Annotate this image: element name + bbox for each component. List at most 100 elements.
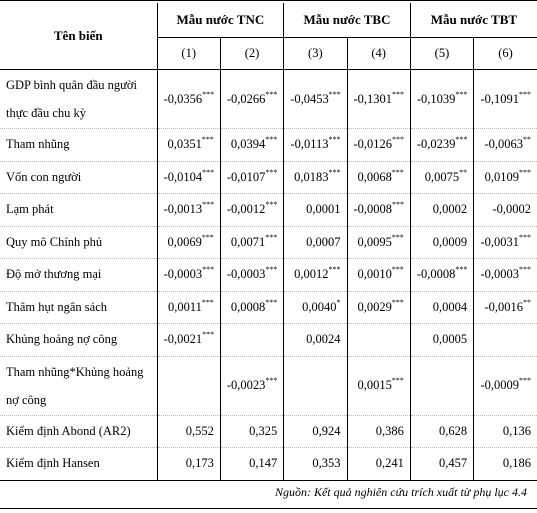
coefficient-cell: 0,173 xyxy=(157,447,221,481)
coefficient-value: 0,0024 xyxy=(306,332,341,347)
coefficient-cell: -0,0009*** xyxy=(473,356,537,416)
coefficient-cell: 0,353 xyxy=(283,447,348,481)
coefficient-value: -0,0003 xyxy=(163,267,203,282)
coefficient-cell: 0,0011*** xyxy=(157,291,221,324)
variable-label: Thâm hụt ngân sách xyxy=(0,291,158,324)
bottom-rule xyxy=(0,508,537,509)
coefficient-cell: -0,0104*** xyxy=(157,161,221,194)
significance-stars: *** xyxy=(265,232,278,242)
table-row: Độ mở thương mại -0,0003*** -0,0003*** 0,00… xyxy=(0,258,537,292)
significance-stars: *** xyxy=(455,135,468,145)
table-row: Lạm phát -0,0013*** -0,0012*** 0,0001 -0,000… xyxy=(0,193,537,227)
coefficient-cell: 0,0007 xyxy=(283,226,348,259)
group-header-tbt: Mẫu nước TBT xyxy=(430,12,518,27)
coefficient-cell: 0,0024 xyxy=(283,323,348,357)
significance-stars: *** xyxy=(265,200,278,210)
significance-stars: *** xyxy=(455,89,468,99)
coefficient-value: -0,0023 xyxy=(226,378,266,392)
significance-stars: *** xyxy=(455,265,468,275)
significance-stars: *** xyxy=(328,167,341,177)
coefficient-cell: 0,0109*** xyxy=(473,161,537,194)
coefficient-cell: -0,0031*** xyxy=(473,226,537,259)
coefficient-value: -0,0008 xyxy=(353,202,393,217)
coefficient-cell: 0,0012*** xyxy=(283,258,348,292)
coefficient-cell: 0,924 xyxy=(283,415,348,448)
coefficient-value: 0,457 xyxy=(439,456,468,471)
significance-stars: ** xyxy=(459,167,468,177)
coefficient-cell: 0,0183*** xyxy=(283,161,348,194)
variable-label: Kiểm định Abond (AR2) xyxy=(0,415,158,448)
coefficient-cell: 0,0075** xyxy=(410,161,475,194)
coefficient-value: -0,0104 xyxy=(163,169,203,184)
significance-stars: *** xyxy=(328,135,341,145)
significance-stars: *** xyxy=(519,265,531,275)
variable-label: Kiểm định Hansen xyxy=(0,447,158,481)
significance-stars: *** xyxy=(391,232,404,242)
top-rule xyxy=(0,0,537,1)
coefficient-cell: 0,0002 xyxy=(410,193,475,227)
significance-stars: *** xyxy=(391,265,404,275)
coefficient-cell: -0,0239*** xyxy=(410,128,475,162)
coefficient-cell: 0,457 xyxy=(410,447,475,481)
coefficient-cell: -0,0016** xyxy=(473,291,537,324)
table-row: Vốn con người -0,0104*** -0,0107*** 0,0183*… xyxy=(0,161,537,194)
table-row: Quy mô Chính phủ 0,0069*** 0,0071*** 0,0007… xyxy=(0,226,537,259)
significance-stars: *** xyxy=(328,265,341,275)
coefficient-cell: 0,552 xyxy=(157,415,221,448)
significance-stars: * xyxy=(336,297,341,307)
variable-label: Tham nhũng*Khủng hoảng nợ công xyxy=(0,356,158,416)
coefficient-value: -0,0239 xyxy=(416,137,456,152)
coefficient-cell: -0,0002 xyxy=(473,193,537,227)
group-header-tbc: Mẫu nước TBC xyxy=(283,3,411,38)
coefficient-cell: 0,0071*** xyxy=(220,226,285,259)
coefficient-value: 0,173 xyxy=(185,456,214,471)
coefficient-cell: 0,0010*** xyxy=(347,258,411,292)
coefficient-cell xyxy=(220,323,285,357)
table-row: Tham nhũng 0,0351*** 0,0394*** -0,0113*** -0… xyxy=(0,128,537,162)
table-body: GDP bình quân đầu người thực đầu chu kỳ -… xyxy=(0,69,537,481)
significance-stars: ** xyxy=(523,135,531,145)
coefficient-cell: 0,0008*** xyxy=(220,291,285,324)
coefficient-cell: -0,0453*** xyxy=(283,69,348,129)
coefficient-value: -0,0113 xyxy=(290,137,329,152)
coefficient-cell: -0,0113*** xyxy=(283,128,348,162)
significance-stars: *** xyxy=(392,200,405,210)
significance-stars: *** xyxy=(202,167,215,177)
coefficient-value: 0,0004 xyxy=(432,299,468,314)
coefficient-value: -0,0009 xyxy=(480,378,519,392)
coefficient-cell: 0,0068*** xyxy=(347,161,411,194)
coefficient-cell: -0,0063** xyxy=(473,128,537,162)
coefficient-value: 0,0069 xyxy=(167,234,202,249)
coefficient-cell: 0,136 xyxy=(473,415,537,448)
significance-stars: *** xyxy=(201,232,214,242)
coefficient-value: -0,0012 xyxy=(226,202,266,217)
coefficient-value: 0,0010 xyxy=(357,267,392,282)
table-row: Thâm hụt ngân sách 0,0011*** 0,0008*** 0,00… xyxy=(0,291,537,324)
significance-stars: *** xyxy=(201,135,214,145)
group-header-tnc: Mẫu nước TNC xyxy=(157,3,285,38)
coefficient-value: 0,0183 xyxy=(294,169,329,184)
coefficient-cell: 0,0394*** xyxy=(220,128,285,162)
coefficient-cell: 0,0001 xyxy=(283,193,348,227)
significance-stars: *** xyxy=(202,89,215,99)
coefficient-value: -0,0003 xyxy=(480,267,519,282)
model-header: (2) xyxy=(220,37,285,70)
coefficient-cell: 0,0069*** xyxy=(157,226,221,259)
variable-label: Lạm phát xyxy=(0,193,158,227)
table-row: Kiểm định Abond (AR2) 0,552 0,325 0,924 0,38… xyxy=(0,415,537,448)
significance-stars: *** xyxy=(519,89,531,99)
coefficient-value: 0,0351 xyxy=(167,137,202,152)
coefficient-value: 0,0009 xyxy=(432,234,468,249)
coefficient-value: 0,0011 xyxy=(167,299,202,314)
coefficient-value: 0,924 xyxy=(312,423,341,438)
coefficient-cell: 0,0009 xyxy=(410,226,475,259)
coefficient-value: -0,0002 xyxy=(492,202,531,217)
table-row: Tham nhũng*Khủng hoảng nợ công -0,0023***… xyxy=(0,356,537,416)
coefficient-value: -0,0107 xyxy=(226,169,266,184)
coefficient-value: 0,0394 xyxy=(230,137,266,152)
coefficient-cell: 0,0351*** xyxy=(157,128,221,162)
coefficient-value: -0,1301 xyxy=(353,91,393,106)
coefficient-value: 0,386 xyxy=(375,423,404,438)
significance-stars: *** xyxy=(391,167,404,177)
coefficient-cell xyxy=(157,356,221,416)
